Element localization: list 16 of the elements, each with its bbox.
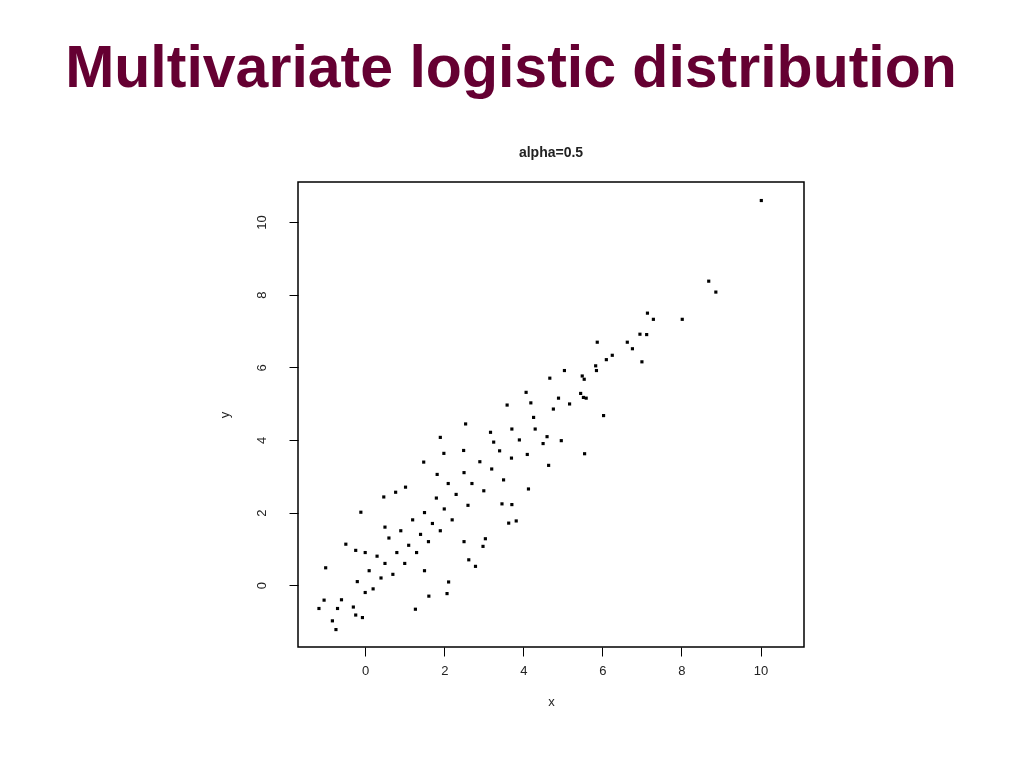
x-tick-label: 6	[599, 662, 607, 678]
chart-subtitle: alpha=0.5	[518, 144, 584, 160]
x-tick-label: 2	[441, 662, 449, 678]
x-tick-label: 4	[520, 662, 528, 678]
chart-title: Multivariate logistic distribution	[65, 34, 957, 101]
y-tick-label: 2	[253, 509, 269, 517]
y-tick-label: 10	[253, 215, 269, 230]
y-tick-label: 0	[253, 582, 269, 590]
x-tick-label: 0	[362, 662, 370, 678]
y-tick-label: 8	[253, 291, 269, 299]
y-axis-title: y	[216, 411, 232, 419]
x-tick-label: 8	[678, 662, 686, 678]
x-tick-label: 10	[753, 662, 769, 678]
y-tick-label: 6	[253, 364, 269, 372]
x-axis-title: x	[548, 693, 556, 709]
y-tick-label: 4	[253, 436, 269, 445]
